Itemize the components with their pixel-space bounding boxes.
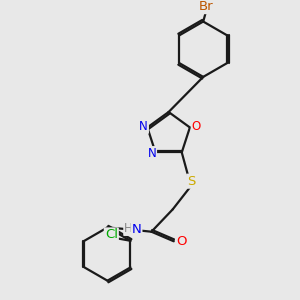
Text: Br: Br [199,0,213,13]
Text: O: O [192,120,201,134]
Text: O: O [176,235,187,248]
Text: Cl: Cl [105,228,118,242]
Text: N: N [132,223,141,236]
Text: N: N [147,147,156,160]
Text: H: H [124,222,133,235]
Text: S: S [187,175,196,188]
Text: N: N [139,120,148,133]
